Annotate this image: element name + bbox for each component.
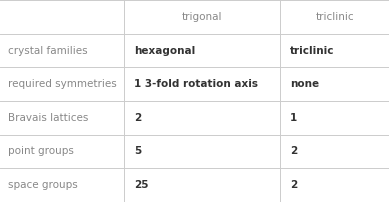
Text: 1: 1: [290, 113, 297, 123]
Text: hexagonal: hexagonal: [134, 45, 195, 56]
Text: 1 3-fold rotation axis: 1 3-fold rotation axis: [134, 79, 258, 89]
Text: 25: 25: [134, 180, 149, 190]
Text: Bravais lattices: Bravais lattices: [8, 113, 88, 123]
Text: 2: 2: [290, 180, 297, 190]
Text: 5: 5: [134, 146, 142, 157]
Text: point groups: point groups: [8, 146, 74, 157]
Text: crystal families: crystal families: [8, 45, 88, 56]
Text: triclinic: triclinic: [290, 45, 334, 56]
Text: 2: 2: [134, 113, 142, 123]
Text: none: none: [290, 79, 319, 89]
Text: triclinic: triclinic: [315, 12, 354, 22]
Text: space groups: space groups: [8, 180, 77, 190]
Text: trigonal: trigonal: [182, 12, 223, 22]
Text: 2: 2: [290, 146, 297, 157]
Text: required symmetries: required symmetries: [8, 79, 117, 89]
